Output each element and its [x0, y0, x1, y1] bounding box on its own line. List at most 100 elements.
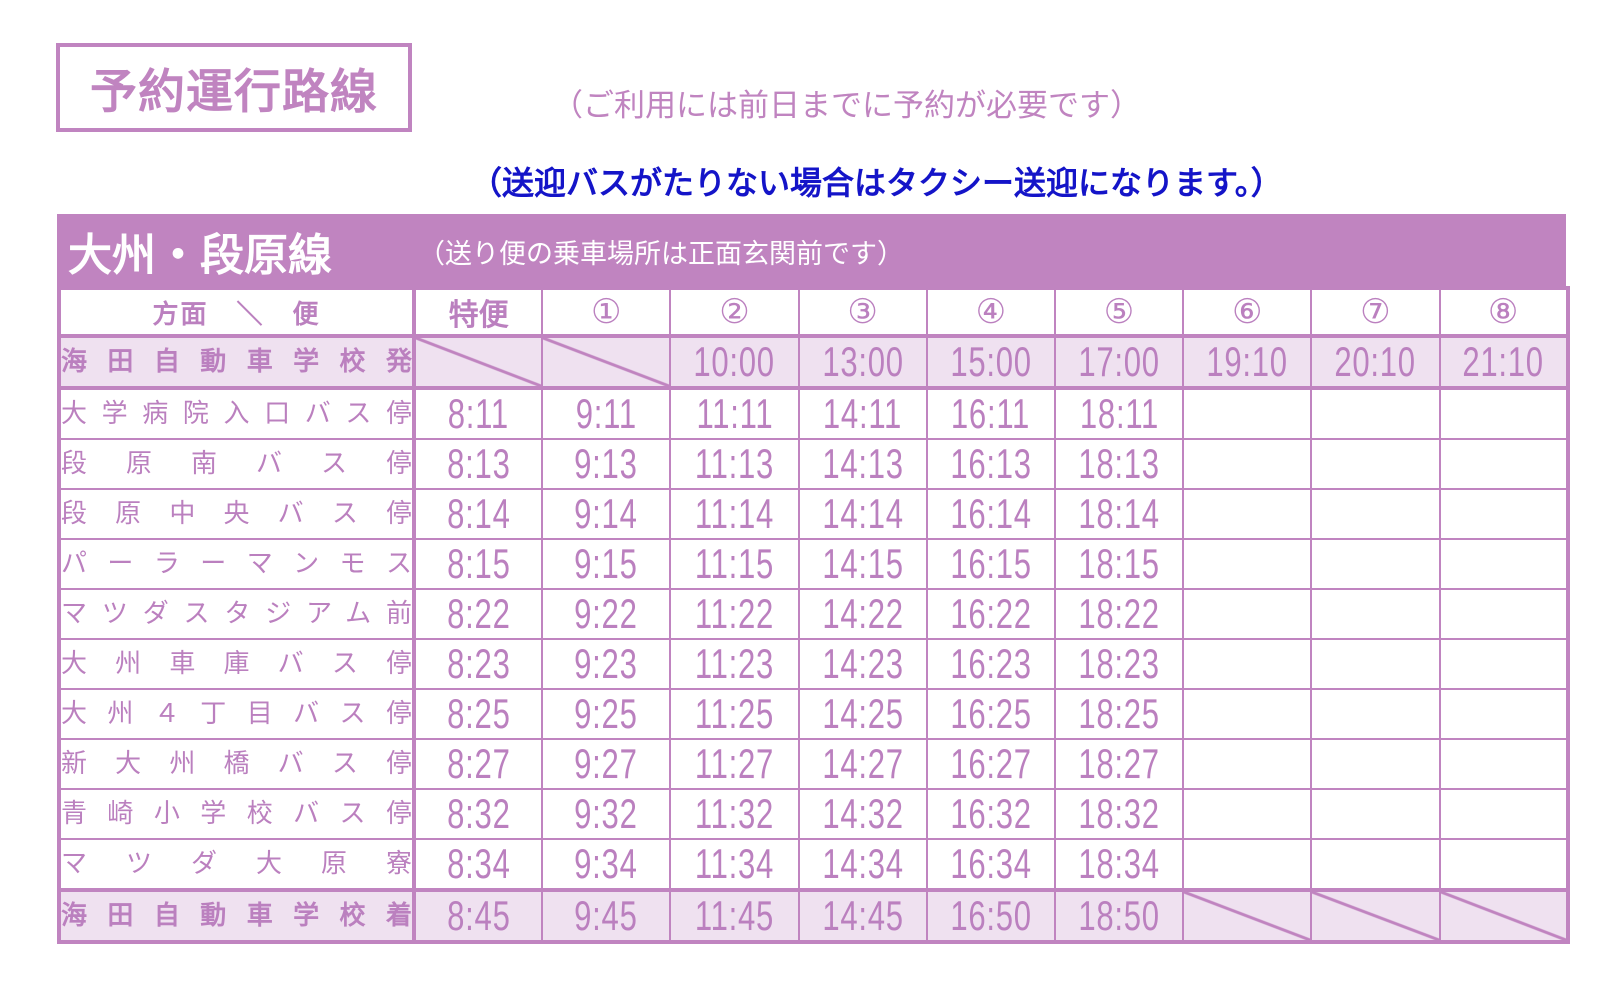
table-header-row: 方面 ＼ 便 特便 ① ② ③ ④ ⑤ ⑥ ⑦ ⑧: [58, 286, 1569, 339]
column-header-4: ④: [925, 286, 1056, 339]
stop-name: 青崎小学校バス停: [58, 788, 416, 841]
slashed-cell: [1310, 889, 1441, 944]
time-cell: 9:45: [541, 889, 672, 944]
table-row: パーラーマンモス 8:15 9:15 11:15 14:15 16:15 18:…: [58, 538, 1569, 591]
time-cell: [1182, 588, 1313, 641]
time-cell: 9:27: [541, 738, 672, 791]
time-cell: 16:32: [925, 788, 1056, 841]
slashed-cell: [412, 335, 544, 391]
time-cell: [1310, 638, 1441, 691]
slashed-cell: [541, 335, 672, 391]
time-cell: 8:11: [412, 387, 544, 441]
time-cell: 8:25: [412, 688, 544, 741]
column-header-1: ①: [541, 286, 672, 339]
column-header-5: ⑤: [1053, 286, 1185, 339]
stop-name: 段原南バス停: [58, 438, 416, 491]
time-cell: 16:13: [925, 438, 1056, 491]
column-header-8: ⑧: [1438, 286, 1569, 339]
time-cell: [1182, 688, 1313, 741]
stop-name: 海田自動車学校着: [58, 889, 416, 944]
route-name: 大州・段原線: [68, 230, 332, 281]
time-cell: [1310, 387, 1441, 441]
time-cell: 8:27: [412, 738, 544, 791]
time-cell: 11:15: [669, 538, 800, 591]
time-cell: [1310, 788, 1441, 841]
time-cell: [1438, 588, 1569, 641]
stop-name: 海田自動車学校発: [58, 335, 416, 391]
timetable: 方面 ＼ 便 特便 ① ② ③ ④ ⑤ ⑥ ⑦ ⑧ 海田自動車学校発 10:00…: [57, 286, 1570, 945]
route-note: （送り便の乗車場所は正面玄関前です）: [418, 238, 904, 270]
time-cell: [1438, 688, 1569, 741]
table-row: 新大州橋バス停 8:27 9:27 11:27 14:27 16:27 18:2…: [58, 738, 1569, 791]
time-cell: 9:22: [541, 588, 672, 641]
table-row-departure: 海田自動車学校発 10:00 13:00 15:00 17:00 19:10 2…: [58, 335, 1569, 391]
time-cell: 8:34: [412, 838, 544, 893]
time-cell: [1182, 638, 1313, 691]
slashed-cell: [1182, 889, 1313, 944]
time-cell: 11:45: [669, 889, 800, 944]
table-row: 大州４丁目バス停 8:25 9:25 11:25 14:25 16:25 18:…: [58, 688, 1569, 741]
time-cell: [1438, 838, 1569, 893]
time-cell: 11:11: [669, 387, 800, 441]
time-cell: 16:11: [925, 387, 1056, 441]
time-cell: [1182, 438, 1313, 491]
time-cell: 14:27: [797, 738, 928, 791]
time-cell: 9:25: [541, 688, 672, 741]
taxi-notice: （送迎バスがたりない場合はタクシー送迎になります。）: [470, 164, 1283, 202]
time-cell: 8:22: [412, 588, 544, 641]
time-cell: 18:50: [1053, 889, 1185, 944]
stop-name: 大州車庫バス停: [58, 638, 416, 691]
time-cell: 11:23: [669, 638, 800, 691]
time-cell: [1310, 688, 1441, 741]
time-cell: 18:32: [1053, 788, 1185, 841]
column-header-2: ②: [669, 286, 800, 339]
time-cell: 14:32: [797, 788, 928, 841]
time-cell: 11:27: [669, 738, 800, 791]
time-cell: 14:25: [797, 688, 928, 741]
time-cell: [1182, 488, 1313, 541]
time-cell: 18:11: [1053, 387, 1185, 441]
time-cell: [1182, 538, 1313, 591]
time-cell: [1310, 538, 1441, 591]
table-row: 大学病院入口バス停 8:11 9:11 11:11 14:11 16:11 18…: [58, 387, 1569, 441]
column-header-special: 特便: [412, 286, 544, 339]
table-row: 大州車庫バス停 8:23 9:23 11:23 14:23 16:23 18:2…: [58, 638, 1569, 691]
time-cell: 21:10: [1438, 335, 1569, 391]
time-cell: 14:23: [797, 638, 928, 691]
time-cell: 9:34: [541, 838, 672, 893]
time-cell: 14:22: [797, 588, 928, 641]
time-cell: 17:00: [1053, 335, 1185, 391]
time-cell: [1182, 387, 1313, 441]
time-cell: 8:45: [412, 889, 544, 944]
table-row-arrival: 海田自動車学校着 8:45 9:45 11:45 14:45 16:50 18:…: [58, 889, 1569, 944]
stop-name: パーラーマンモス: [58, 538, 416, 591]
time-cell: 18:14: [1053, 488, 1185, 541]
time-cell: 19:10: [1182, 335, 1313, 391]
time-cell: 16:23: [925, 638, 1056, 691]
time-cell: 18:27: [1053, 738, 1185, 791]
time-cell: 10:00: [669, 335, 800, 391]
time-cell: 14:11: [797, 387, 928, 441]
time-cell: 16:50: [925, 889, 1056, 944]
time-cell: [1182, 838, 1313, 893]
time-cell: 9:32: [541, 788, 672, 841]
stop-name: 段原中央バス停: [58, 488, 416, 541]
time-cell: 16:27: [925, 738, 1056, 791]
time-cell: 16:15: [925, 538, 1056, 591]
reservation-notice: （ご利用には前日までに予約が必要です）: [552, 88, 1141, 124]
time-cell: 14:14: [797, 488, 928, 541]
time-cell: 14:13: [797, 438, 928, 491]
time-cell: 11:34: [669, 838, 800, 893]
stop-name: 大州４丁目バス停: [58, 688, 416, 741]
corner-label: 方面 ＼ 便: [58, 286, 416, 339]
column-header-6: ⑥: [1182, 286, 1313, 339]
time-cell: [1310, 488, 1441, 541]
time-cell: 18:13: [1053, 438, 1185, 491]
time-cell: 18:25: [1053, 688, 1185, 741]
time-cell: 8:32: [412, 788, 544, 841]
time-cell: 9:14: [541, 488, 672, 541]
page-title: 予約運行路線: [90, 65, 378, 120]
stop-name: 新大州橋バス停: [58, 738, 416, 791]
table-row: 青崎小学校バス停 8:32 9:32 11:32 14:32 16:32 18:…: [58, 788, 1569, 841]
column-header-7: ⑦: [1310, 286, 1441, 339]
